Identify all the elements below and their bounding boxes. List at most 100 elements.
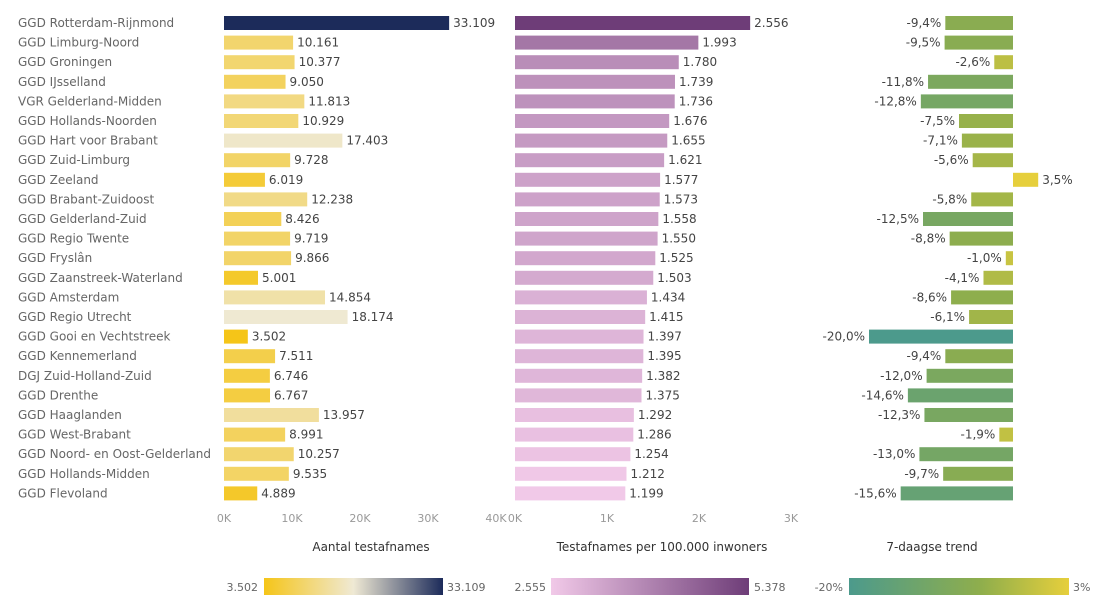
bar (224, 290, 326, 305)
legend-trend: -20% 3% (815, 578, 1090, 595)
trend-bar (926, 368, 1013, 383)
bar-value-label: 9.719 (294, 232, 328, 246)
trend-value-label: -12,3% (878, 408, 920, 422)
tick-label: 3K (784, 512, 799, 525)
region-label: GGD Flevoland (18, 486, 108, 500)
trend-bar (907, 388, 1013, 403)
bar (224, 349, 276, 364)
bar (224, 133, 343, 148)
trend-value-label: -15,6% (854, 486, 896, 500)
bar (224, 212, 282, 226)
bar (224, 231, 291, 246)
trend-value-label: -11,8% (882, 75, 924, 89)
bar-value-label: 1.254 (634, 447, 668, 461)
bar-value-label: 1.292 (638, 408, 672, 422)
trend-bar (924, 408, 1013, 422)
trend-value-label: -6,1% (930, 310, 965, 324)
trend-value-label: 3,5% (1042, 173, 1073, 187)
bar (224, 16, 450, 30)
bar (515, 74, 675, 89)
bar (224, 329, 248, 344)
trend-bar (959, 114, 1013, 128)
trend-bar (951, 290, 1013, 305)
bar (515, 212, 659, 226)
bar-value-label: 1.525 (659, 251, 693, 265)
bar (515, 368, 643, 383)
legend-trend-min: -20% (815, 581, 843, 594)
bar-value-label: 1.550 (662, 232, 696, 246)
region-label: GGD Limburg-Noord (18, 36, 139, 50)
region-label: GGD Zeeland (18, 173, 99, 187)
bar-value-label: 1.415 (649, 310, 683, 324)
bar-value-label: 1.577 (664, 173, 698, 187)
bar (224, 192, 308, 207)
bar-value-label: 1.375 (646, 388, 680, 402)
bar (515, 290, 647, 305)
bar-value-label: 17.403 (346, 134, 388, 148)
bar (224, 427, 286, 442)
bar (224, 55, 295, 70)
bar (224, 368, 270, 383)
trend-value-label: -12,8% (874, 94, 916, 108)
region-label: GGD Groningen (18, 55, 112, 69)
axis-title-aantal: Aantal testafnames (312, 540, 429, 554)
bar-value-label: 1.212 (631, 467, 665, 481)
trend-bar (961, 133, 1013, 148)
region-label: GGD Gelderland-Zuid (18, 212, 147, 226)
legend-aantal-min: 3.502 (227, 581, 259, 594)
trend-value-label: -7,5% (920, 114, 955, 128)
bar-value-label: 10.929 (302, 114, 344, 128)
bar (224, 153, 291, 168)
bar-value-label: 10.377 (299, 55, 341, 69)
bar-value-label: 13.957 (323, 408, 365, 422)
bar-value-label: 1.573 (664, 192, 698, 206)
trend-value-label: -4,1% (945, 271, 980, 285)
bar-value-label: 1.382 (646, 369, 680, 383)
bar-value-label: 6.746 (274, 369, 308, 383)
trend-value-label: -12,0% (880, 369, 922, 383)
bar (515, 310, 646, 324)
region-label: GGD Drenthe (18, 388, 98, 402)
trend-bar (869, 329, 1013, 344)
bar-value-label: 1.558 (662, 212, 696, 226)
legend-aantal: 3.502 33.109 (227, 578, 486, 595)
bar-value-label: 14.854 (329, 290, 371, 304)
region-label: GGD IJsselland (18, 75, 106, 89)
bar-value-label: 1.621 (668, 153, 702, 167)
trend-value-label: -9,4% (906, 16, 941, 30)
region-label: GGD Hart voor Brabant (18, 134, 158, 148)
bar-value-label: 9.535 (293, 467, 327, 481)
region-label: GGD Zuid-Limburg (18, 153, 130, 167)
trend-bar (945, 16, 1013, 30)
panel-aantal-testafnames: 33.109 10.161 10.377 9.050 11.813 10.92917.40… (217, 16, 507, 525)
trend-bar (999, 427, 1013, 442)
tick-label: 40K (485, 512, 507, 525)
bar-value-label: 1.286 (637, 428, 671, 442)
bar (224, 466, 289, 481)
trend-bar (900, 486, 1013, 501)
bar-value-label: 33.109 (453, 16, 495, 30)
bar (515, 35, 699, 50)
trend-value-label: -9,4% (906, 349, 941, 363)
trend-value-label: -1,0% (967, 251, 1002, 265)
bar (515, 329, 644, 344)
region-label: VGR Gelderland-Midden (18, 94, 162, 108)
trend-bar (920, 94, 1013, 109)
legend-trend-gradient (849, 578, 1069, 595)
bar-value-label: 1.993 (702, 36, 736, 50)
bar-value-label: 11.813 (308, 94, 350, 108)
tick-label: 20K (349, 512, 371, 525)
tick-label: 30K (417, 512, 439, 525)
bar (515, 55, 679, 70)
bar (224, 74, 286, 89)
trend-value-label: -7,1% (923, 134, 958, 148)
tick-label: 0K (508, 512, 523, 525)
bar (515, 94, 675, 109)
bar (515, 231, 658, 246)
region-label: GGD Zaanstreek-Waterland (18, 271, 183, 285)
bar (224, 310, 348, 324)
bar-value-label: 10.161 (297, 36, 339, 50)
trend-bar (1013, 172, 1039, 187)
bar-value-label: 6.019 (269, 173, 303, 187)
